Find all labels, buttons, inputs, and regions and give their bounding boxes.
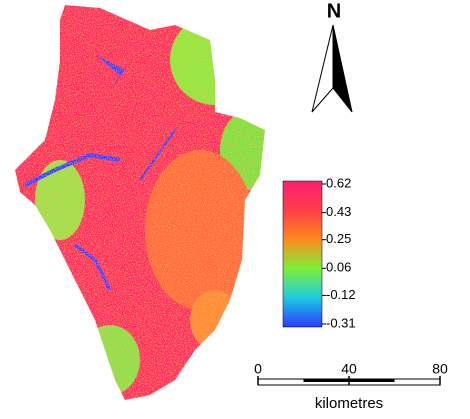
scale-bar-segment [303, 379, 349, 382]
scale-bar: 0 40 80 kilometres [254, 361, 448, 412]
legend-label: 0.25 [326, 231, 351, 246]
index-raster [15, 5, 265, 400]
north-arrow [311, 24, 353, 113]
scale-bar-segment [349, 379, 395, 382]
scale-unit: kilometres [315, 395, 383, 412]
legend-label: -0.31 [326, 315, 356, 330]
scale-label: 0 [254, 361, 262, 377]
legend-label: 0.06 [326, 260, 351, 275]
legend-label: 0.62 [326, 175, 351, 190]
north-label: N [327, 0, 341, 22]
scale-label: 40 [341, 361, 357, 377]
legend-label: -0.12 [326, 287, 356, 302]
color-bar [282, 180, 323, 328]
scale-label: 80 [432, 361, 448, 377]
legend-label: 0.43 [326, 204, 351, 219]
